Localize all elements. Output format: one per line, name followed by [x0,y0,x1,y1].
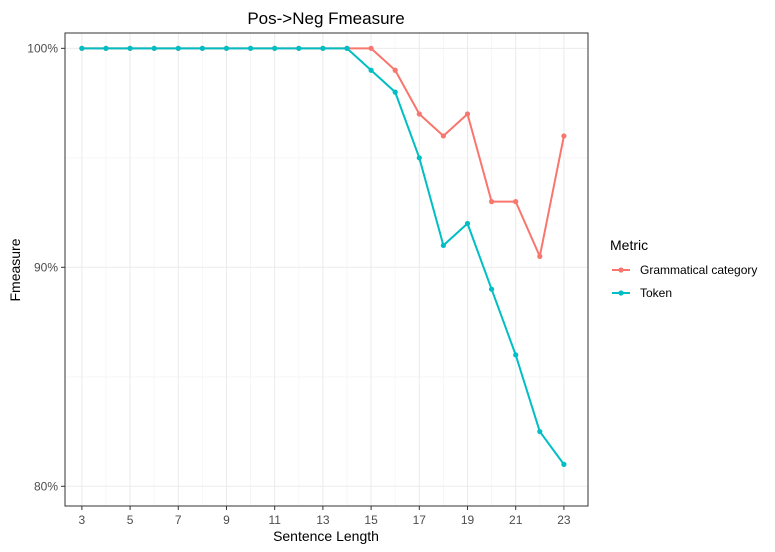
x-tick-label: 9 [223,513,230,527]
data-point-token [199,45,205,51]
grid-minor-x [105,33,541,506]
x-tick-label: 17 [413,513,427,527]
data-point-grammatical-category [561,133,567,139]
legend-item-token: Token [612,286,672,300]
data-point-token [537,428,543,435]
y-tick-label: 100% [27,41,58,55]
data-point-token [272,45,278,51]
legend-key-point [618,267,624,273]
grid-minor-y [65,157,588,378]
data-point-token [296,45,302,51]
data-point-token [175,45,181,51]
data-point-token [488,286,495,292]
chart-title: Pos->Neg Fmeasure [247,9,404,28]
data-point-grammatical-category [368,45,374,51]
data-point-token [464,220,471,227]
legend-label: Token [640,286,672,300]
legend-title: Metric [610,237,648,253]
y-axis-label: Fmeasure [7,238,23,301]
panel-border [64,32,589,507]
data-point-token [440,242,446,249]
data-point-token [344,45,350,51]
data-point-token [561,461,567,467]
x-tick-label: 23 [557,513,571,527]
y-tick-label: 90% [34,260,58,274]
legend-item-grammatical-category: Grammatical category [612,263,757,277]
x-tick-label: 21 [509,513,523,527]
data-point-token [513,352,519,358]
x-tick-label: 19 [461,513,475,527]
series-layer [79,45,567,467]
data-point-grammatical-category [464,111,471,117]
x-tick-label: 3 [79,513,86,527]
data-point-grammatical-category [392,67,398,73]
data-point-token [247,45,254,51]
data-point-grammatical-category [513,199,519,205]
data-point-grammatical-category [537,253,543,259]
data-point-token [392,89,398,95]
legend-label: Grammatical category [640,263,757,277]
x-tick-label: 7 [175,513,182,527]
plot-panel [64,32,589,507]
data-point-grammatical-category [416,111,422,117]
data-point-token [368,67,374,73]
x-tick-label: 15 [364,513,378,527]
data-point-token [320,45,326,51]
data-point-token [416,155,422,161]
data-point-token [223,45,230,51]
data-point-grammatical-category [440,133,446,139]
x-tick-label: 11 [268,513,281,527]
x-tick-label: 5 [127,513,134,527]
legend-key-point [618,290,624,296]
grid-major-y [65,47,588,487]
data-point-token [103,45,109,51]
x-axis: 3 5 7 9 11 13 15 17 19 21 23 [79,506,571,527]
y-tick-label: 80% [34,479,58,493]
data-point-grammatical-category [488,199,495,205]
x-axis-label: Sentence Length [273,528,379,544]
y-axis: 80% 90% 100% [27,41,65,493]
x-tick-label: 13 [316,513,330,527]
legend: Metric Grammatical category Token [610,237,757,300]
data-point-token [79,45,85,51]
data-point-token [127,45,133,51]
data-point-token [151,45,157,51]
